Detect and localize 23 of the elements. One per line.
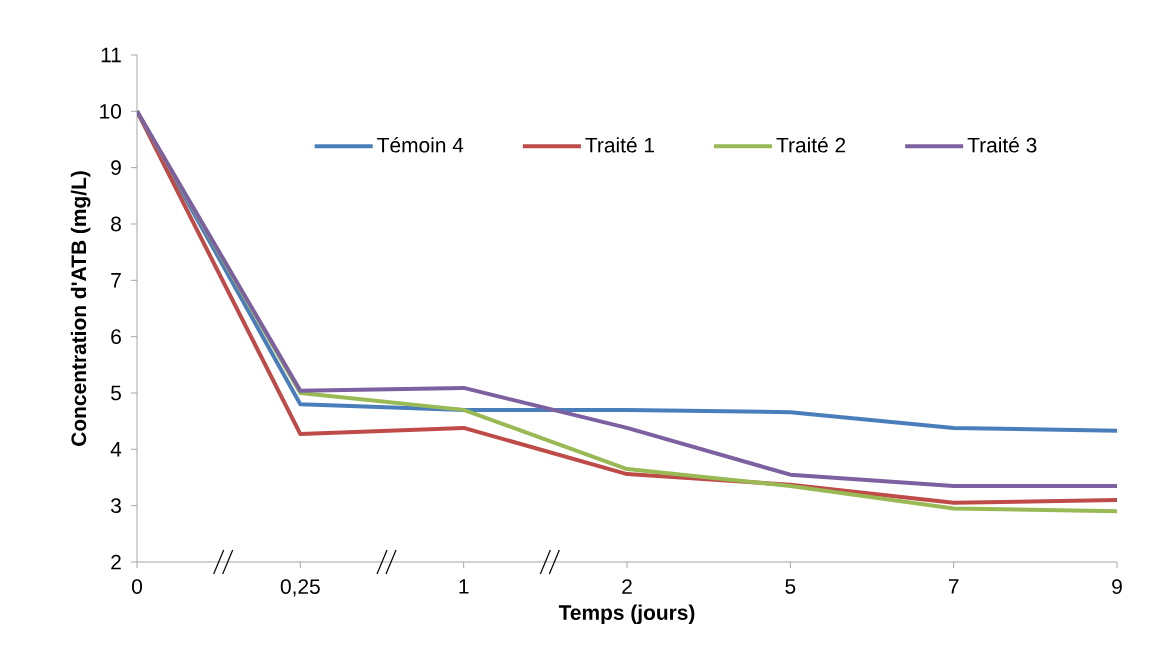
x-tick-label: 0	[132, 579, 142, 594]
y-tick-label: 6	[111, 329, 121, 345]
legend-label: Témoin 4	[377, 136, 464, 153]
y-tick-label: 9	[111, 160, 121, 176]
x-tick-label: 9	[1112, 579, 1122, 594]
y-tick-label: 4	[110, 442, 122, 457]
legend-label: Traité 2	[776, 136, 846, 153]
y-axis-title: Concentration d'ATB (mg/L)	[70, 171, 91, 446]
y-tick-label: 11	[101, 47, 121, 63]
x-tick-label: 2	[622, 579, 632, 594]
y-tick-label: 8	[111, 216, 121, 232]
legend-label: Traité 1	[585, 136, 654, 153]
y-tick-label: 5	[111, 385, 121, 401]
y-tick-label: 10	[100, 103, 122, 119]
y-tick-label: 2	[111, 554, 121, 570]
x-tick-label: 0,25	[280, 579, 320, 597]
y-tick-label: 7	[111, 273, 121, 288]
x-tick-label: 7	[948, 579, 959, 594]
x-tick-label: 5	[785, 579, 796, 594]
x-axis-title: Temps (jours)	[558, 604, 695, 625]
y-tick-label: 3	[111, 498, 121, 514]
x-tick-label: 1	[459, 579, 469, 594]
legend-label: Traité 3	[967, 136, 1037, 153]
